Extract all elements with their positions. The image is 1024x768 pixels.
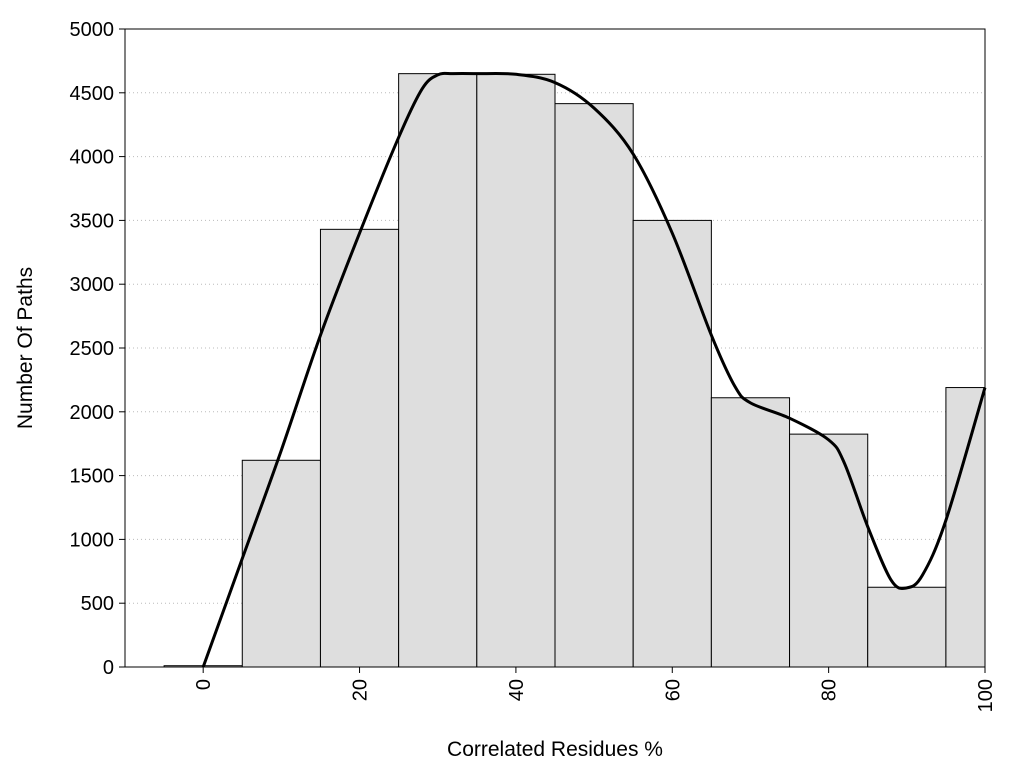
smoothed-density-curve bbox=[201, 71, 987, 668]
y-tick-label: 1500 bbox=[70, 466, 115, 488]
histogram-bar bbox=[476, 73, 556, 668]
y-tick-label: 5000 bbox=[70, 19, 115, 41]
histogram-bar bbox=[241, 459, 321, 668]
y-axis-label: Number Of Paths bbox=[14, 267, 37, 429]
histogram-bar bbox=[398, 73, 478, 668]
x-tick-label: 0 bbox=[193, 679, 215, 690]
histogram-bar bbox=[867, 586, 947, 668]
histogram-bar bbox=[554, 103, 634, 668]
histogram-bar bbox=[632, 219, 712, 668]
x-axis-ticks: 0 20 40 60 80 100 bbox=[193, 667, 997, 712]
y-tick-label: 0 bbox=[103, 657, 114, 679]
x-tick-label: 20 bbox=[350, 679, 372, 701]
y-tick-label: 2500 bbox=[70, 338, 115, 360]
y-tick-label: 3000 bbox=[70, 274, 115, 296]
y-tick-label: 500 bbox=[81, 593, 114, 615]
histogram-bar bbox=[789, 433, 869, 668]
x-axis-label: Correlated Residues % bbox=[447, 738, 663, 761]
y-tick-label: 3500 bbox=[70, 210, 115, 232]
x-tick-label: 60 bbox=[662, 679, 684, 701]
y-tick-label: 2000 bbox=[70, 402, 115, 424]
histogram-bar bbox=[710, 397, 791, 668]
y-axis-ticks: 0 500 1000 1500 2000 2500 3000 3500 4000 4500 5000 bbox=[70, 19, 125, 679]
y-tick-label: 4500 bbox=[70, 83, 115, 105]
y-tick-label: 1000 bbox=[70, 529, 115, 551]
y-tick-label: 4000 bbox=[70, 147, 115, 169]
x-tick-label: 40 bbox=[506, 679, 528, 701]
histogram-bars bbox=[163, 73, 986, 668]
histogram-bar bbox=[319, 228, 400, 668]
x-tick-label: 100 bbox=[975, 679, 997, 712]
x-tick-label: 80 bbox=[819, 679, 841, 701]
histogram-bar bbox=[945, 387, 986, 668]
